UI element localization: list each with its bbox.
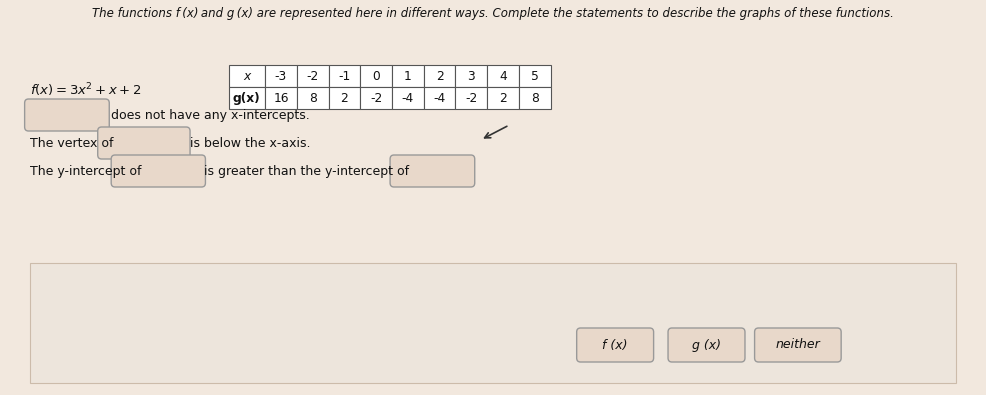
Bar xyxy=(360,65,392,87)
Text: x: x xyxy=(244,70,250,83)
Text: 4: 4 xyxy=(499,70,507,83)
Text: is below the x-axis.: is below the x-axis. xyxy=(190,137,311,149)
Bar xyxy=(424,87,456,109)
Text: The functions f (​x​) and g (​x​) are represented here in different ways. Comple: The functions f (​x​) and g (​x​) are re… xyxy=(92,7,894,20)
Text: 16: 16 xyxy=(273,92,289,105)
Bar xyxy=(392,65,424,87)
Text: 0: 0 xyxy=(373,70,380,83)
Text: 3: 3 xyxy=(467,70,475,83)
Text: f (x): f (x) xyxy=(602,339,628,352)
Bar xyxy=(360,87,392,109)
Text: -4: -4 xyxy=(434,92,446,105)
Text: 8: 8 xyxy=(530,92,538,105)
Bar xyxy=(229,87,265,109)
FancyBboxPatch shape xyxy=(390,155,474,187)
Text: $f(x)=3x^2+x+2$: $f(x)=3x^2+x+2$ xyxy=(31,81,142,99)
Text: -2: -2 xyxy=(307,70,318,83)
Text: does not have any x-intercepts.: does not have any x-intercepts. xyxy=(111,109,310,122)
FancyBboxPatch shape xyxy=(754,328,841,362)
Bar xyxy=(456,87,487,109)
Bar xyxy=(229,65,265,87)
FancyBboxPatch shape xyxy=(111,155,205,187)
Text: 2: 2 xyxy=(436,70,444,83)
Bar xyxy=(297,65,328,87)
Bar xyxy=(265,65,297,87)
Text: 5: 5 xyxy=(530,70,538,83)
Text: 8: 8 xyxy=(309,92,317,105)
Bar xyxy=(328,87,360,109)
Bar xyxy=(456,65,487,87)
FancyBboxPatch shape xyxy=(98,127,190,159)
Text: g(x): g(x) xyxy=(233,92,260,105)
Text: -4: -4 xyxy=(401,92,414,105)
Bar xyxy=(328,65,360,87)
Text: g (x): g (x) xyxy=(692,339,721,352)
Text: 2: 2 xyxy=(340,92,348,105)
Text: neither: neither xyxy=(776,339,820,352)
Text: 1: 1 xyxy=(404,70,412,83)
Bar xyxy=(31,263,955,383)
Bar xyxy=(424,65,456,87)
Bar xyxy=(519,87,551,109)
FancyBboxPatch shape xyxy=(577,328,654,362)
FancyBboxPatch shape xyxy=(25,99,109,131)
Text: The y-intercept of: The y-intercept of xyxy=(31,164,142,177)
Text: -2: -2 xyxy=(370,92,383,105)
Bar xyxy=(519,65,551,87)
Bar xyxy=(487,87,519,109)
Text: -1: -1 xyxy=(338,70,351,83)
Text: is greater than the y-intercept of: is greater than the y-intercept of xyxy=(204,164,409,177)
Text: -3: -3 xyxy=(275,70,287,83)
Text: The vertex of: The vertex of xyxy=(31,137,114,149)
Text: 2: 2 xyxy=(499,92,507,105)
Bar xyxy=(487,65,519,87)
Bar xyxy=(392,87,424,109)
FancyBboxPatch shape xyxy=(669,328,745,362)
Bar xyxy=(297,87,328,109)
Bar xyxy=(265,87,297,109)
Text: -2: -2 xyxy=(465,92,477,105)
